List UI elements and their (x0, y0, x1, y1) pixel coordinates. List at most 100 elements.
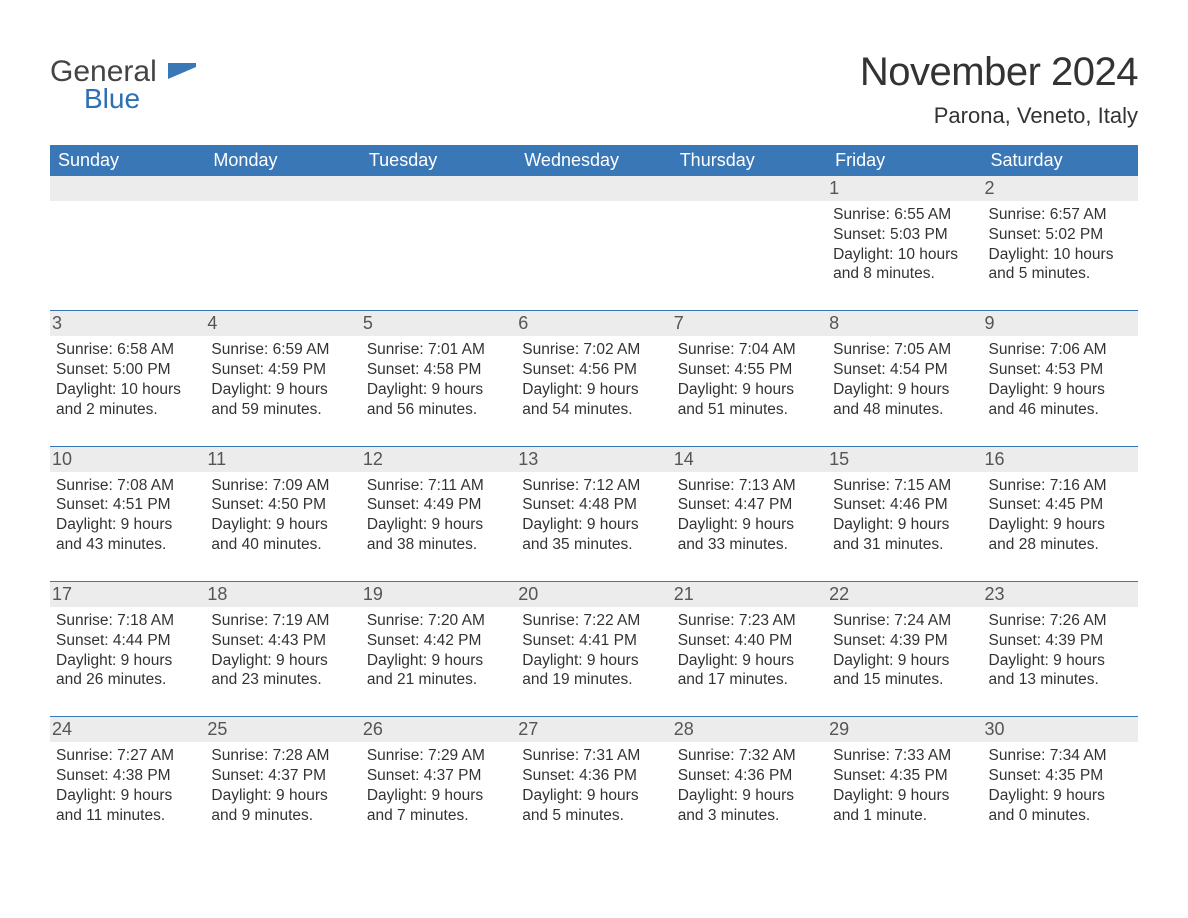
daylight-text: Daylight: 9 hours and 13 minutes. (989, 651, 1132, 691)
sunset-text: Sunset: 4:35 PM (833, 766, 976, 786)
calendar-cell: 21Sunrise: 7:23 AMSunset: 4:40 PMDayligh… (672, 581, 827, 716)
day-details: Sunrise: 7:27 AMSunset: 4:38 PMDaylight:… (56, 746, 199, 825)
day-number: 27 (516, 717, 671, 742)
day-details: Sunrise: 7:11 AMSunset: 4:49 PMDaylight:… (367, 476, 510, 555)
day-details: Sunrise: 7:08 AMSunset: 4:51 PMDaylight:… (56, 476, 199, 555)
day-details: Sunrise: 6:58 AMSunset: 5:00 PMDaylight:… (56, 340, 199, 419)
calendar-cell (672, 176, 827, 311)
day-number: 2 (983, 176, 1138, 201)
daylight-text: Daylight: 9 hours and 9 minutes. (211, 786, 354, 826)
day-number: 26 (361, 717, 516, 742)
sunset-text: Sunset: 4:47 PM (678, 495, 821, 515)
sunrise-text: Sunrise: 7:31 AM (522, 746, 665, 766)
daylight-text: Daylight: 9 hours and 7 minutes. (367, 786, 510, 826)
sunrise-text: Sunrise: 7:18 AM (56, 611, 199, 631)
sunset-text: Sunset: 4:46 PM (833, 495, 976, 515)
day-number: 28 (672, 717, 827, 742)
header: General Blue November 2024 Parona, Venet… (50, 50, 1138, 139)
calendar-cell: 16 Sunrise: 7:16 AMSunset: 4:45 PMDayligh… (983, 446, 1138, 581)
calendar-cell: 12 Sunrise: 7:11 AMSunset: 4:49 PMDayligh… (361, 446, 516, 581)
daylight-text: Daylight: 9 hours and 3 minutes. (678, 786, 821, 826)
calendar-cell (516, 176, 671, 311)
day-number: 20 (516, 582, 671, 607)
sunset-text: Sunset: 4:58 PM (367, 360, 510, 380)
day-number: 12 (361, 447, 516, 472)
calendar-week-row: 3Sunrise: 6:58 AMSunset: 5:00 PMDaylight… (50, 311, 1138, 446)
sunrise-text: Sunrise: 7:23 AM (678, 611, 821, 631)
day-details: Sunrise: 7:31 AMSunset: 4:36 PMDaylight:… (522, 746, 665, 825)
empty-day (205, 176, 360, 201)
sunrise-text: Sunrise: 7:26 AM (989, 611, 1132, 631)
daylight-text: Daylight: 9 hours and 56 minutes. (367, 380, 510, 420)
calendar-cell: 1Sunrise: 6:55 AMSunset: 5:03 PMDaylight… (827, 176, 982, 311)
sunrise-text: Sunrise: 7:05 AM (833, 340, 976, 360)
sunrise-text: Sunrise: 6:57 AM (989, 205, 1132, 225)
sunset-text: Sunset: 4:43 PM (211, 631, 354, 651)
day-details: Sunrise: 7:29 AMSunset: 4:37 PMDaylight:… (367, 746, 510, 825)
calendar-cell: 14 Sunrise: 7:13 AMSunset: 4:47 PMDayligh… (672, 446, 827, 581)
day-details: Sunrise: 7:32 AMSunset: 4:36 PMDaylight:… (678, 746, 821, 825)
sunrise-text: Sunrise: 7:01 AM (367, 340, 510, 360)
calendar-cell: 28 Sunrise: 7:32 AMSunset: 4:36 PMDayligh… (672, 717, 827, 852)
daylight-text: Daylight: 9 hours and 19 minutes. (522, 651, 665, 691)
weekday-header-row: Sunday Monday Tuesday Wednesday Thursday… (50, 145, 1138, 176)
daylight-text: Daylight: 9 hours and 31 minutes. (833, 515, 976, 555)
sunset-text: Sunset: 4:56 PM (522, 360, 665, 380)
day-number: 16 (983, 447, 1138, 472)
day-number: 5 (361, 311, 516, 336)
day-details: Sunrise: 6:57 AMSunset: 5:02 PMDaylight:… (989, 205, 1132, 284)
calendar-cell (205, 176, 360, 311)
sunset-text: Sunset: 4:45 PM (989, 495, 1132, 515)
daylight-text: Daylight: 9 hours and 0 minutes. (989, 786, 1132, 826)
sunset-text: Sunset: 4:42 PM (367, 631, 510, 651)
daylight-text: Daylight: 9 hours and 35 minutes. (522, 515, 665, 555)
calendar-cell: 19Sunrise: 7:20 AMSunset: 4:42 PMDayligh… (361, 581, 516, 716)
daylight-text: Daylight: 9 hours and 51 minutes. (678, 380, 821, 420)
sunset-text: Sunset: 5:00 PM (56, 360, 199, 380)
sunrise-text: Sunrise: 7:22 AM (522, 611, 665, 631)
sunset-text: Sunset: 4:59 PM (211, 360, 354, 380)
day-number: 7 (672, 311, 827, 336)
sunrise-text: Sunrise: 7:02 AM (522, 340, 665, 360)
daylight-text: Daylight: 9 hours and 40 minutes. (211, 515, 354, 555)
day-details: Sunrise: 7:33 AMSunset: 4:35 PMDaylight:… (833, 746, 976, 825)
sunrise-text: Sunrise: 7:29 AM (367, 746, 510, 766)
daylight-text: Daylight: 9 hours and 28 minutes. (989, 515, 1132, 555)
daylight-text: Daylight: 9 hours and 21 minutes. (367, 651, 510, 691)
day-details: Sunrise: 7:06 AMSunset: 4:53 PMDaylight:… (989, 340, 1132, 419)
calendar-cell: 27 Sunrise: 7:31 AMSunset: 4:36 PMDayligh… (516, 717, 671, 852)
sunset-text: Sunset: 5:03 PM (833, 225, 976, 245)
sunrise-text: Sunrise: 7:13 AM (678, 476, 821, 496)
sunrise-text: Sunrise: 7:32 AM (678, 746, 821, 766)
month-title: November 2024 (860, 50, 1138, 95)
day-number: 13 (516, 447, 671, 472)
day-number: 19 (361, 582, 516, 607)
sunrise-text: Sunrise: 7:08 AM (56, 476, 199, 496)
calendar-week-row: 10Sunrise: 7:08 AMSunset: 4:51 PMDayligh… (50, 446, 1138, 581)
daylight-text: Daylight: 10 hours and 8 minutes. (833, 245, 976, 285)
sunrise-text: Sunrise: 7:11 AM (367, 476, 510, 496)
sunset-text: Sunset: 4:44 PM (56, 631, 199, 651)
weekday-header: Saturday (983, 145, 1138, 176)
daylight-text: Daylight: 9 hours and 17 minutes. (678, 651, 821, 691)
sunset-text: Sunset: 4:40 PM (678, 631, 821, 651)
daylight-text: Daylight: 10 hours and 5 minutes. (989, 245, 1132, 285)
daylight-text: Daylight: 10 hours and 2 minutes. (56, 380, 199, 420)
calendar-cell: 20Sunrise: 7:22 AMSunset: 4:41 PMDayligh… (516, 581, 671, 716)
calendar-cell: 15Sunrise: 7:15 AMSunset: 4:46 PMDayligh… (827, 446, 982, 581)
day-number: 1 (827, 176, 982, 201)
sunrise-text: Sunrise: 7:16 AM (989, 476, 1132, 496)
day-number: 14 (672, 447, 827, 472)
sunset-text: Sunset: 4:37 PM (211, 766, 354, 786)
day-details: Sunrise: 7:34 AMSunset: 4:35 PMDaylight:… (989, 746, 1132, 825)
daylight-text: Daylight: 9 hours and 46 minutes. (989, 380, 1132, 420)
day-details: Sunrise: 7:24 AMSunset: 4:39 PMDaylight:… (833, 611, 976, 690)
day-number: 29 (827, 717, 982, 742)
daylight-text: Daylight: 9 hours and 26 minutes. (56, 651, 199, 691)
day-details: Sunrise: 7:13 AMSunset: 4:47 PMDaylight:… (678, 476, 821, 555)
sunset-text: Sunset: 4:37 PM (367, 766, 510, 786)
weekday-header: Thursday (672, 145, 827, 176)
day-number: 17 (50, 582, 205, 607)
day-number: 25 (205, 717, 360, 742)
day-details: Sunrise: 6:59 AMSunset: 4:59 PMDaylight:… (211, 340, 354, 419)
